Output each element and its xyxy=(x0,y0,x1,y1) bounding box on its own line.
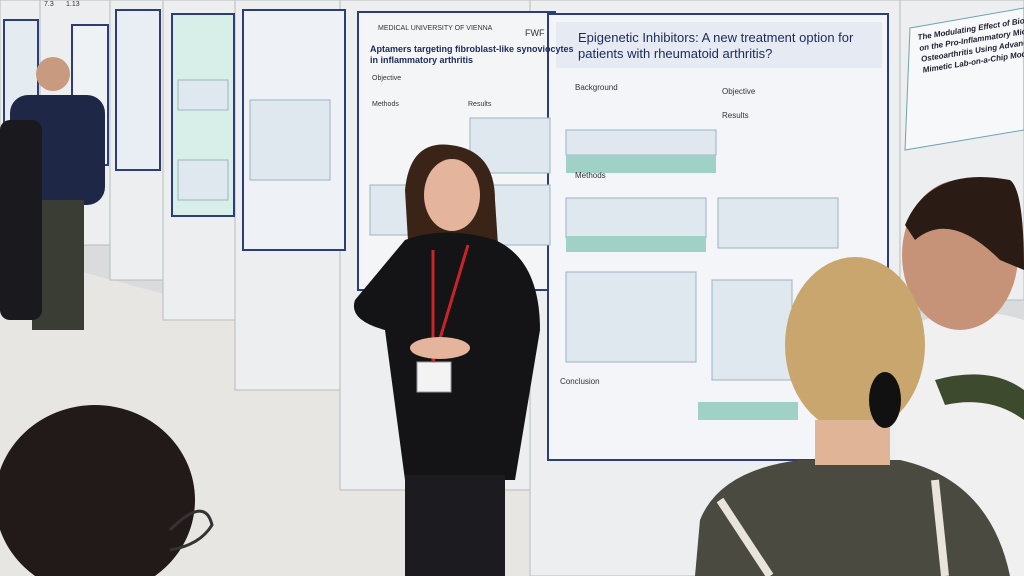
figure-highlight xyxy=(566,155,716,173)
poster xyxy=(115,9,161,171)
poster-title: patients with rheumatoid arthritis? xyxy=(578,46,772,61)
poster-figure xyxy=(565,271,697,363)
poster-institution: MEDICAL UNIVERSITY OF VIENNA xyxy=(378,25,493,32)
poster-figure xyxy=(711,279,793,381)
poster-section: Objective xyxy=(372,75,401,82)
person-jacket xyxy=(695,460,1010,576)
poster-funder: FWF xyxy=(525,28,545,38)
hair-clip xyxy=(869,372,901,428)
booth-number: 1.13 xyxy=(66,1,80,8)
person-coat xyxy=(0,120,42,320)
poster-title: Epigenetic Inhibitors: A new treatment o… xyxy=(578,30,854,45)
poster-section: Methods xyxy=(575,171,606,180)
person-neck xyxy=(815,420,890,465)
person-hair xyxy=(905,177,1024,270)
booth-number: 7.3 xyxy=(44,1,54,8)
figure-highlight xyxy=(698,402,798,420)
presenter-face xyxy=(424,159,480,231)
person-head xyxy=(785,257,925,433)
bag-strap xyxy=(716,479,949,576)
figure-highlight xyxy=(566,236,706,252)
poster-title: in inflammatory arthritis xyxy=(370,55,473,65)
poster-figure xyxy=(565,197,707,239)
name-badge xyxy=(416,361,452,393)
lanyard xyxy=(431,244,470,363)
person-head xyxy=(36,57,70,91)
poster-figure xyxy=(565,129,717,156)
poster-section: Results xyxy=(722,111,749,120)
poster-section: Objective xyxy=(722,87,756,96)
presenter-hands xyxy=(410,337,470,359)
glasses xyxy=(168,509,214,552)
presenter-legs xyxy=(405,475,505,576)
poster-figure xyxy=(249,99,331,181)
poster-title-band xyxy=(556,22,882,68)
poster-section: Methods xyxy=(372,101,399,108)
poster-figure xyxy=(717,197,839,249)
people xyxy=(0,57,1024,576)
person-head xyxy=(0,405,195,576)
poster-section: Background xyxy=(575,83,618,92)
poster-section: Results xyxy=(468,101,492,108)
poster-figure xyxy=(177,159,229,201)
angled-poster xyxy=(904,7,1024,151)
poster-section: Conclusion xyxy=(560,377,600,386)
poster-figure xyxy=(177,79,229,111)
poster-title: Aptamers targeting fibroblast-like synov… xyxy=(370,44,574,54)
backpack-strap xyxy=(935,374,1024,420)
